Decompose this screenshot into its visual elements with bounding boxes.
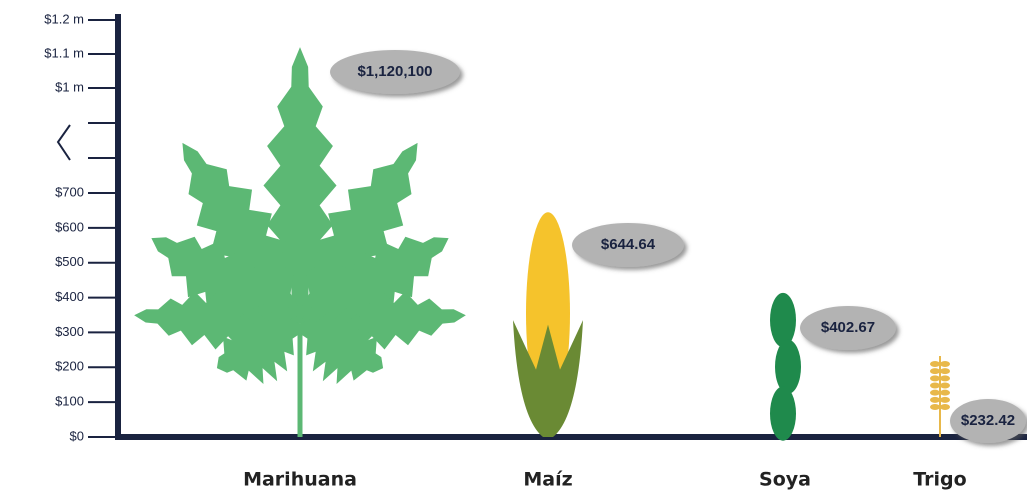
grain <box>930 360 940 367</box>
leaflet <box>300 236 449 326</box>
husk <box>513 320 583 437</box>
grain <box>940 368 950 375</box>
value-label: $232.42 <box>961 412 1015 429</box>
cob <box>526 212 570 415</box>
pod <box>775 339 801 394</box>
leaflet <box>151 236 300 326</box>
pod <box>770 386 796 441</box>
grain <box>930 368 940 375</box>
y-tick-label: $700 <box>55 184 84 199</box>
value-label-bubble <box>330 50 460 94</box>
pictogram <box>513 212 583 437</box>
grain <box>930 382 940 389</box>
pictogram <box>770 292 801 441</box>
category-label: Maíz <box>523 469 572 491</box>
y-tick-label: $100 <box>55 394 84 409</box>
grain <box>940 389 950 396</box>
y-tick-label: $0 <box>70 428 84 443</box>
grain <box>940 360 950 367</box>
axis-break <box>56 124 71 161</box>
y-tick-label: $1 m <box>55 79 84 94</box>
category-label: Marihuana <box>243 469 357 491</box>
leaflet <box>216 308 300 385</box>
value-label: $1,120,100 <box>357 63 432 80</box>
value-label: $644.64 <box>601 236 656 253</box>
grain <box>930 375 940 382</box>
value-label-bubble <box>572 223 684 267</box>
leaflet <box>182 142 300 324</box>
y-tick-label: $1.2 m <box>44 11 84 26</box>
pictogram <box>134 47 466 437</box>
grain <box>940 382 950 389</box>
y-tick-label: $600 <box>55 219 84 234</box>
pod <box>770 292 796 348</box>
category-label: Soya <box>759 469 811 491</box>
y-tick-label: $500 <box>55 254 84 269</box>
grain <box>930 396 940 403</box>
value-label-bubble <box>800 306 896 350</box>
grain <box>940 404 950 411</box>
leaflet <box>300 308 384 385</box>
y-tick-label: $200 <box>55 359 84 374</box>
grain <box>940 375 950 382</box>
value-label-bubble <box>950 399 1026 443</box>
y-tick-label: $300 <box>55 324 84 339</box>
grain <box>930 389 940 396</box>
y-tick-label: $400 <box>55 289 84 304</box>
y-tick-label: $1.1 m <box>44 45 84 60</box>
category-label: Trigo <box>913 469 966 491</box>
grain <box>940 396 950 403</box>
pictogram <box>930 355 950 437</box>
value-label: $402.67 <box>821 319 875 336</box>
grain <box>930 404 940 411</box>
leaflet <box>300 142 418 324</box>
